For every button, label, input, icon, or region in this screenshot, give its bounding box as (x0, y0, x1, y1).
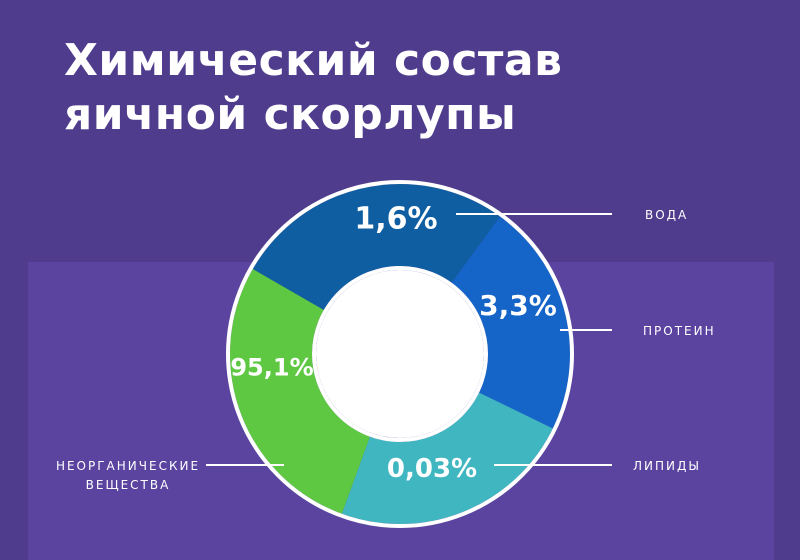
category-label: ПРОТЕИН (643, 324, 716, 338)
slice-value-label: 95,1% (230, 353, 313, 381)
donut-hole (316, 270, 484, 438)
slice-value-label: 3,3% (479, 289, 557, 322)
category-label: НЕОРГАНИЧЕСКИЕ ВЕЩЕСТВА (56, 459, 200, 492)
donut-slice (341, 392, 553, 524)
leader-lines (206, 213, 612, 466)
category-labels: ВОДА ПРОТЕИН ЛИПИДЫ НЕОРГАНИЧЕСКИЕ ВЕЩЕСТВА (56, 208, 716, 492)
donut-slice (229, 269, 370, 514)
category-label: ВОДА (645, 208, 688, 222)
title-line-1: Химический состав (64, 35, 563, 86)
title-line-2: яичной скорлупы (64, 89, 517, 140)
donut-slice (451, 216, 571, 429)
value-labels: 1,6% 3,3% 0,03% 95,1% (230, 202, 556, 485)
slice-value-label: 0,03% (387, 454, 477, 484)
slice-value-label: 1,6% (354, 202, 437, 237)
category-label: ЛИПИДЫ (633, 459, 701, 473)
page-title: Химический состав яичной скорлупы (64, 34, 744, 142)
donut-slice (252, 184, 500, 310)
donut-slices (226, 180, 574, 528)
ring-inner-border (312, 266, 488, 442)
ring-outer-border (226, 180, 574, 528)
